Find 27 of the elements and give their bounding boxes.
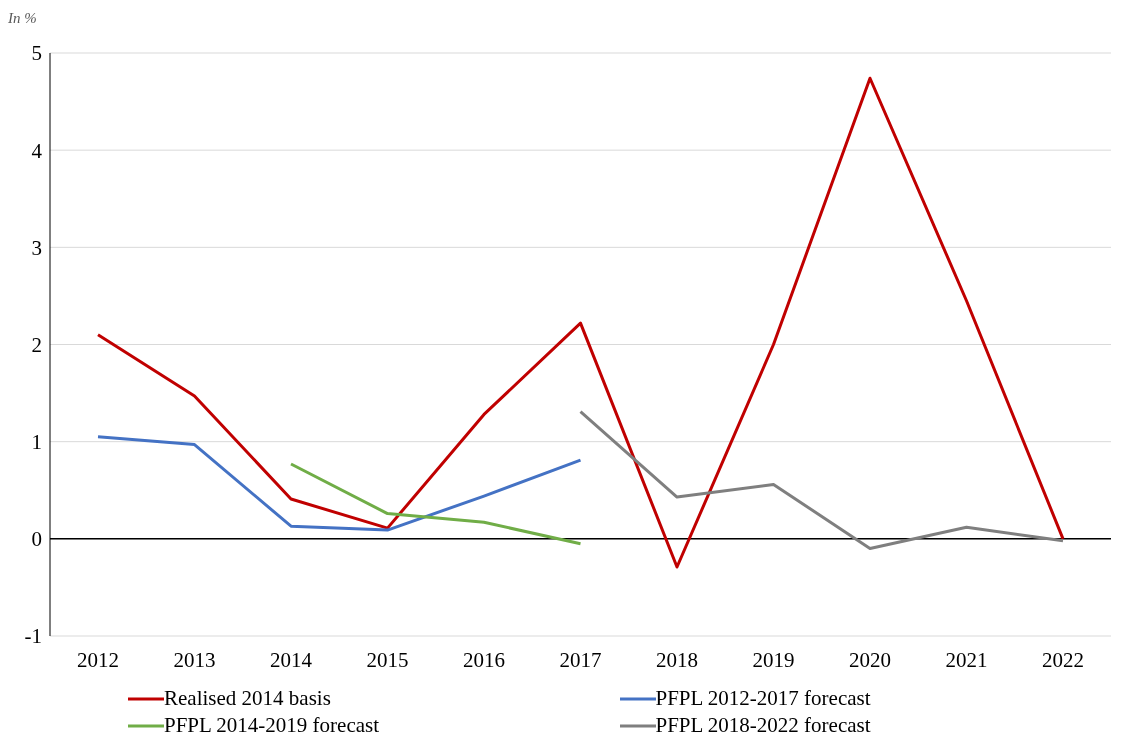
- legend-label: PFPL 2014-2019 forecast: [164, 713, 380, 738]
- legend-label: PFPL 2012-2017 forecast: [655, 686, 871, 711]
- x-tick-label: 2020: [849, 647, 891, 672]
- line-series: [579, 410, 1065, 551]
- x-tick-label: 2012: [77, 647, 119, 672]
- y-tick-label: -1: [24, 624, 42, 649]
- x-tick-label: 2019: [752, 647, 795, 672]
- y-tick-label: 4: [31, 138, 43, 163]
- x-tick-label: 2015: [366, 647, 409, 672]
- x-tick-label: 2017: [559, 647, 602, 672]
- y-tick-label: 3: [31, 235, 42, 260]
- y-tick-label: 5: [31, 41, 42, 66]
- x-tick-label: 2014: [270, 647, 313, 672]
- y-tick-label: 1: [31, 430, 42, 455]
- x-tick-label: 2018: [656, 647, 698, 672]
- y-tick-label: 2: [31, 332, 42, 357]
- line-series: [96, 76, 1065, 569]
- x-tick-label: 2022: [1042, 647, 1084, 672]
- x-tick-label: 2013: [173, 647, 216, 672]
- legend-label: Realised 2014 basis: [164, 686, 331, 711]
- legend-label: PFPL 2018-2022 forecast: [655, 713, 871, 738]
- y-axis-title: In %: [8, 10, 37, 27]
- x-tick-label: 2021: [945, 647, 988, 672]
- y-tick-label: 0: [31, 527, 42, 552]
- line-series: [289, 462, 582, 546]
- line-series: [96, 435, 582, 532]
- x-tick-label: 2016: [463, 647, 505, 672]
